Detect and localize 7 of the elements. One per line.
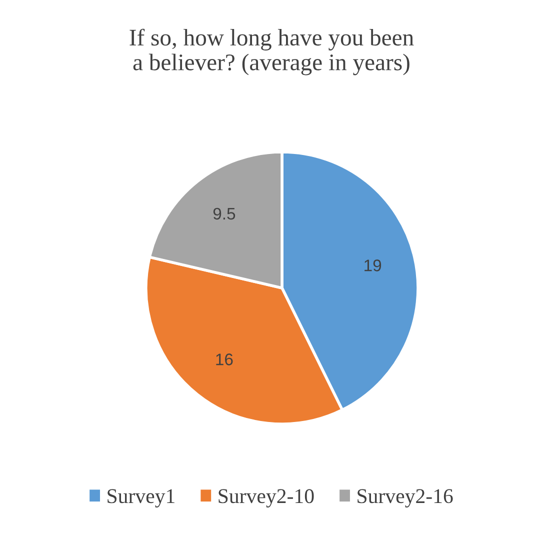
- legend-label: Survey1: [108, 489, 174, 508]
- data-label: 16: [216, 354, 233, 366]
- chart-title: If so, how long have you been a believer? (average in years): [130, 28, 414, 76]
- legend-label: Survey2-10: [218, 489, 314, 508]
- data-label: 19: [364, 260, 382, 272]
- data-label: 9.5: [213, 208, 236, 220]
- legend-label: Survey2-16: [358, 489, 453, 508]
